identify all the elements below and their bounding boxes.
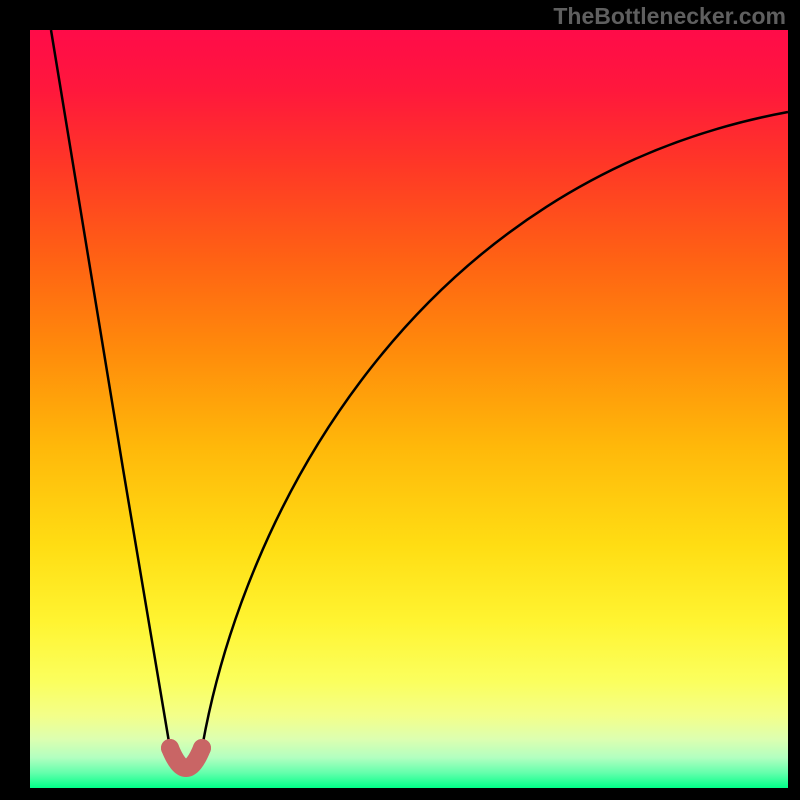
gradient-plot-area xyxy=(30,30,788,788)
u-dot-right xyxy=(193,739,211,757)
watermark-text: TheBottlenecker.com xyxy=(553,3,786,30)
u-dot-left xyxy=(161,739,179,757)
chart-container: TheBottlenecker.com xyxy=(0,0,800,800)
